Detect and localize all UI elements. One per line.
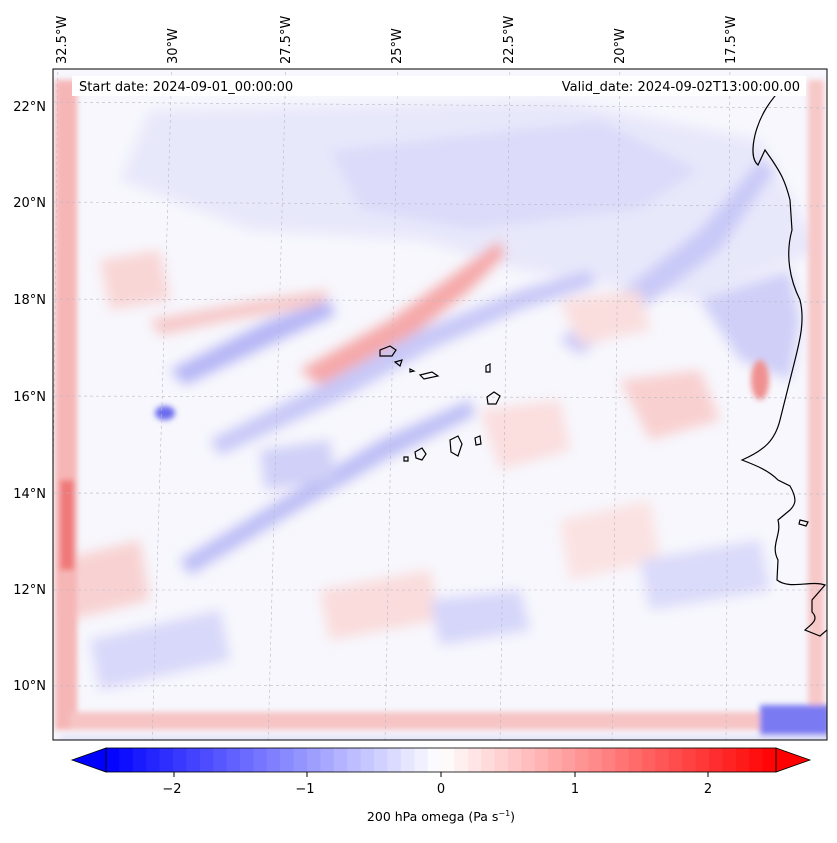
colorbar-step (494, 748, 509, 772)
lat-label: 16°N (13, 390, 46, 405)
colorbar-step (628, 748, 643, 772)
lon-label: 30°W (166, 28, 181, 64)
colorbar-step (146, 748, 161, 772)
colorbar-step (280, 748, 295, 772)
colorbar-step (749, 748, 764, 772)
colorbar-step (199, 748, 214, 772)
colorbar-step (240, 748, 254, 772)
colorbar-step (521, 748, 536, 772)
colorbar-step (400, 748, 415, 772)
lon-label: 32.5°W (55, 16, 70, 64)
colorbar-step (159, 748, 174, 772)
island-maio (474, 435, 482, 446)
colorbar-step (722, 748, 737, 772)
colorbar-step (360, 748, 375, 772)
header-band (72, 76, 806, 96)
colorbar-step (682, 748, 697, 772)
colorbar-step (642, 748, 656, 772)
colorbar-step (213, 748, 228, 772)
colorbar-step (266, 748, 281, 772)
lat-label: 20°N (13, 196, 46, 211)
island-fogo (414, 447, 427, 461)
colorbar-step (186, 748, 201, 772)
lat-label: 10°N (13, 679, 46, 694)
colorbar-tick-label: 2 (704, 782, 712, 797)
colorbar-step (414, 748, 429, 772)
colorbar-step (762, 748, 777, 772)
colorbar-step (508, 748, 522, 772)
colorbar-ticks (173, 772, 709, 777)
lon-labels: 32.5°W 30°W 27.5°W 25°W 22.5°W 20°W 17.5… (55, 16, 739, 64)
colorbar-step (548, 748, 563, 772)
colorbar-step (427, 748, 442, 772)
colorbar-step (615, 748, 630, 772)
colorbar-step (293, 748, 308, 772)
lon-label: 17.5°W (724, 16, 739, 64)
coastline (379, 84, 827, 637)
island-boa-vista (486, 391, 501, 405)
lat-label: 12°N (13, 583, 46, 598)
island-santo-antao (379, 345, 397, 357)
colorbar-step (387, 748, 402, 772)
colorbar-step (695, 748, 710, 772)
omega-field (53, 69, 827, 740)
lat-label: 14°N (13, 487, 46, 502)
colorbar-step (106, 748, 120, 772)
lon-label: 22.5°W (502, 16, 517, 64)
colorbar-tick-label: 0 (437, 782, 445, 797)
lon-label: 20°W (613, 28, 628, 64)
colorbar-step (575, 748, 589, 772)
colorbar-step (307, 748, 321, 772)
field-blobs (60, 100, 820, 690)
african-coast (740, 84, 827, 637)
colorbar-step (132, 748, 147, 772)
lat-label: 22°N (13, 100, 46, 115)
colorbar-max-extend (775, 747, 812, 773)
colorbar-step (347, 748, 362, 772)
colorbar-label: 200 hPa omega (Pa s−1) (367, 809, 515, 824)
island-sao-nicolau (418, 371, 440, 380)
colorbar-step (481, 748, 496, 772)
lat-label: 18°N (13, 293, 46, 308)
gridlines (53, 69, 827, 740)
colorbar-min-extend (70, 747, 107, 773)
colorbar-step (561, 748, 576, 772)
colorbar-step (320, 748, 335, 772)
colorbar: −2 −1 0 1 2 200 hPa omega (Pa s−1) (70, 747, 812, 824)
colorbar-step (454, 748, 469, 772)
colorbar-step (534, 748, 549, 772)
colorbar-step (441, 748, 455, 772)
field-edges (55, 80, 827, 740)
colorbar-tick-labels: −2 −1 0 1 2 (162, 782, 712, 797)
colorbar-step (467, 748, 482, 772)
colorbar-step (333, 748, 348, 772)
colorbar-step (655, 748, 670, 772)
island-santiago (449, 435, 463, 457)
lon-label: 27.5°W (279, 16, 294, 64)
colorbar-step (601, 748, 616, 772)
colorbar-step (668, 748, 683, 772)
lat-labels: 22°N 20°N 18°N 16°N 14°N 12°N 10°N (13, 100, 46, 694)
colorbar-tick-label: −2 (162, 782, 181, 797)
colorbar-step (119, 748, 134, 772)
valid-date-label: Valid_date: 2024-09-02T13:00:00.00 (562, 80, 800, 95)
colorbar-tick-label: 1 (571, 782, 579, 797)
colorbar-steps (106, 748, 777, 772)
colorbar-step (173, 748, 187, 772)
island-brava (403, 456, 409, 462)
colorbar-step (226, 748, 241, 772)
colorbar-step (709, 748, 723, 772)
start-date-label: Start date: 2024-09-01_00:00:00 (79, 80, 293, 95)
island-sal (485, 363, 491, 373)
colorbar-step (253, 748, 268, 772)
colorbar-step (374, 748, 388, 772)
colorbar-step (588, 748, 603, 772)
map-frame (52, 68, 828, 741)
colorbar-step (735, 748, 750, 772)
lon-label: 25°W (390, 28, 405, 64)
colorbar-tick-label: −1 (295, 782, 314, 797)
